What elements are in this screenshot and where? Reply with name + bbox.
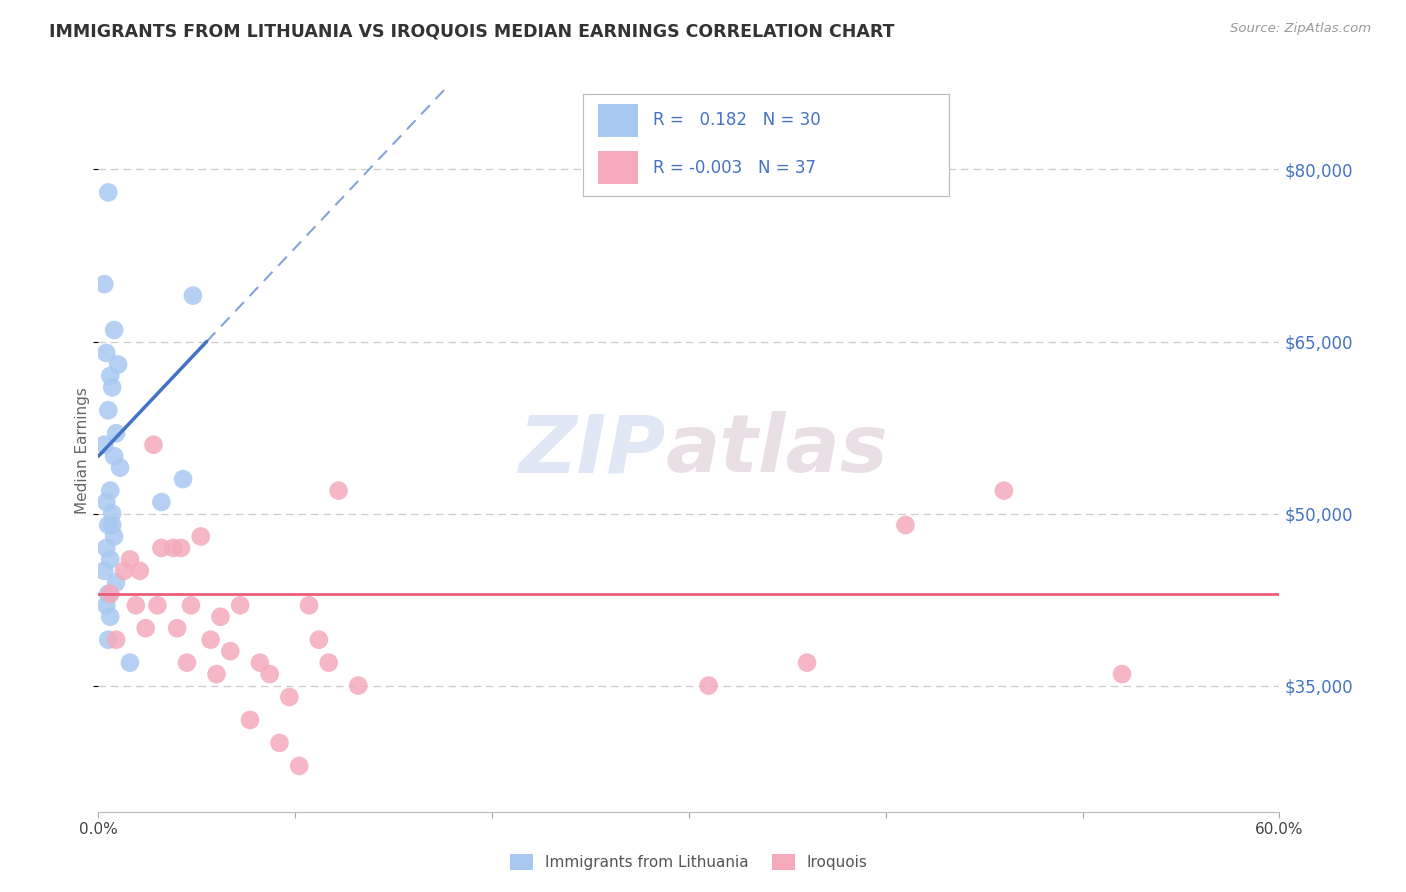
Point: [118, 552, 141, 566]
Point: [98, 552, 121, 566]
Point: [97, 587, 120, 601]
Point: [697, 679, 720, 693]
Point: [128, 564, 150, 578]
Point: [150, 495, 173, 509]
Point: [146, 599, 169, 613]
Point: [103, 529, 125, 543]
Point: [181, 288, 204, 302]
Point: [105, 575, 128, 590]
Point: [249, 656, 271, 670]
Point: [180, 599, 202, 613]
Point: [96, 599, 118, 613]
Point: [176, 656, 198, 670]
Point: [219, 644, 242, 658]
Point: [259, 667, 281, 681]
Point: [239, 713, 262, 727]
Point: [200, 632, 222, 647]
Point: [308, 632, 330, 647]
Point: [166, 621, 188, 635]
Legend: Immigrants from Lithuania, Iroquois: Immigrants from Lithuania, Iroquois: [503, 848, 875, 876]
Y-axis label: Median Earnings: Median Earnings: [75, 387, 90, 514]
Point: [112, 564, 135, 578]
Point: [142, 438, 165, 452]
Text: R =   0.182   N = 30: R = 0.182 N = 30: [652, 112, 821, 129]
Point: [98, 587, 121, 601]
Point: [118, 656, 141, 670]
Point: [96, 346, 118, 360]
Point: [278, 690, 301, 704]
Point: [209, 609, 232, 624]
Bar: [598, 104, 638, 136]
Point: [318, 656, 340, 670]
Point: [190, 529, 212, 543]
Point: [97, 518, 120, 533]
Point: [96, 495, 118, 509]
Point: [107, 358, 129, 372]
Point: [98, 609, 121, 624]
Point: [150, 541, 173, 555]
Point: [993, 483, 1015, 498]
Point: [96, 541, 118, 555]
Point: [97, 403, 120, 417]
Point: [328, 483, 350, 498]
Point: [93, 564, 115, 578]
Point: [101, 518, 124, 533]
Text: IMMIGRANTS FROM LITHUANIA VS IROQUOIS MEDIAN EARNINGS CORRELATION CHART: IMMIGRANTS FROM LITHUANIA VS IROQUOIS ME…: [49, 22, 894, 40]
Point: [101, 507, 124, 521]
Text: Source: ZipAtlas.com: Source: ZipAtlas.com: [1230, 22, 1371, 36]
Point: [125, 599, 148, 613]
Point: [98, 483, 121, 498]
Point: [103, 323, 125, 337]
Text: ZIP: ZIP: [517, 411, 665, 490]
Point: [1111, 667, 1133, 681]
Text: atlas: atlas: [665, 411, 889, 490]
Point: [97, 632, 120, 647]
Point: [894, 518, 917, 533]
Point: [93, 438, 115, 452]
Bar: [598, 151, 638, 184]
Point: [288, 759, 311, 773]
Point: [172, 472, 194, 486]
Point: [135, 621, 157, 635]
Point: [269, 736, 291, 750]
Point: [796, 656, 818, 670]
Point: [103, 449, 125, 463]
Point: [347, 679, 370, 693]
Point: [93, 277, 115, 292]
Point: [101, 380, 124, 394]
Point: [229, 599, 252, 613]
Point: [105, 426, 128, 441]
Point: [205, 667, 228, 681]
Point: [108, 460, 131, 475]
Point: [98, 368, 121, 383]
Point: [162, 541, 184, 555]
Point: [298, 599, 321, 613]
Text: R = -0.003   N = 37: R = -0.003 N = 37: [652, 159, 815, 177]
Point: [170, 541, 193, 555]
Point: [97, 186, 120, 200]
Point: [105, 632, 128, 647]
